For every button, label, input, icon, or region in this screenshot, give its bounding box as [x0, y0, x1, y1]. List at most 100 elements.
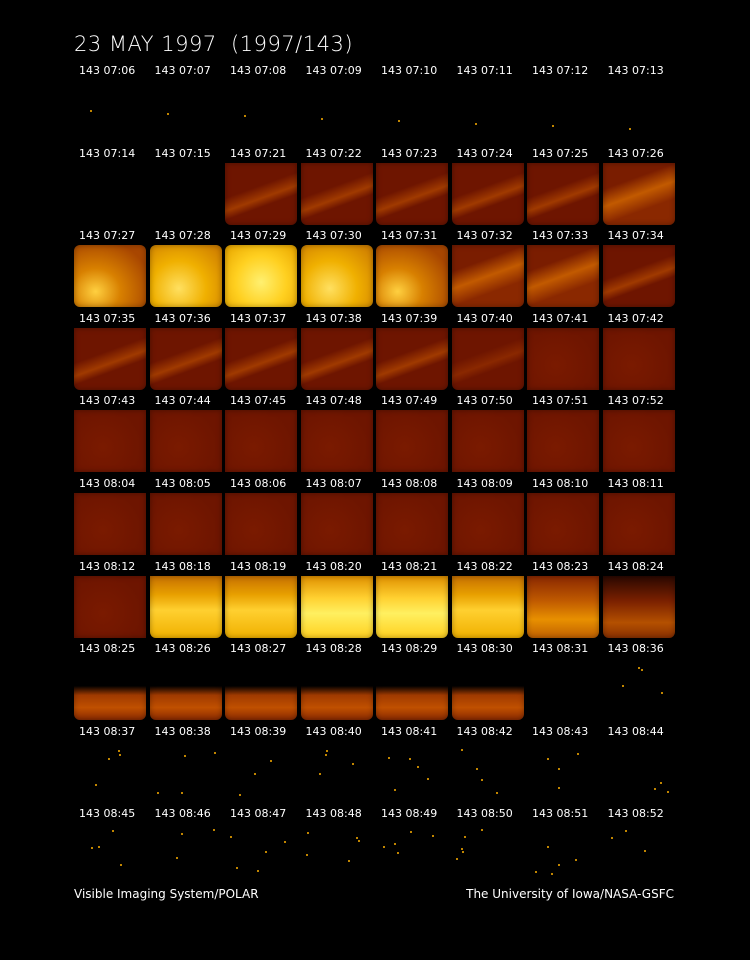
star-point [575, 859, 577, 862]
star-point [394, 788, 396, 791]
star-point [156, 791, 159, 794]
frame-cell: 143 08:49 [376, 805, 448, 887]
frame-cell: 143 07:34 [602, 227, 675, 309]
star-point [180, 791, 183, 794]
frame-timestamp: 143 08:45 [79, 807, 136, 821]
frame-timestamp: 143 07:43 [79, 394, 136, 408]
frame-cell: 143 07:06 [74, 62, 146, 144]
frame-image [527, 658, 599, 720]
star-point [257, 870, 259, 873]
star-point [394, 843, 396, 846]
frame-image [300, 575, 373, 638]
frame-image [225, 245, 297, 308]
frame-timestamp: 143 07:06 [79, 64, 136, 77]
frame-timestamp: 143 08:18 [154, 559, 211, 573]
frame-cell: 143 07:08 [225, 62, 297, 144]
frame-image [451, 493, 524, 555]
frame-image [602, 410, 675, 473]
frame-cell: 143 07:28 [149, 227, 222, 309]
frame-image [602, 327, 675, 390]
frame-cell: 143 08:52 [603, 805, 675, 887]
star-point [91, 847, 93, 850]
star-point [461, 851, 464, 854]
star-point [551, 873, 553, 876]
frame-cell: 143 08:31 [527, 640, 599, 722]
star-point [398, 120, 400, 122]
frame-image [451, 327, 524, 390]
frame-timestamp: 143 07:40 [456, 311, 513, 325]
frame-cell: 143 07:50 [451, 392, 524, 474]
frame-timestamp: 143 08:29 [381, 642, 438, 656]
frame-timestamp: 143 07:22 [305, 146, 362, 160]
frame-image [376, 658, 448, 721]
frame-cell: 143 07:41 [527, 310, 599, 392]
frame-cell: 143 07:12 [527, 62, 599, 144]
frame-image [602, 162, 675, 225]
frame-cell: 143 07:51 [527, 392, 599, 474]
star-point [244, 115, 246, 117]
frame-image [225, 327, 297, 390]
frame-cell: 143 08:39 [225, 723, 297, 805]
star-point [270, 759, 272, 762]
frame-image [74, 245, 146, 308]
frame-cell: 143 08:26 [149, 640, 222, 722]
star-point [643, 850, 646, 853]
star-point [621, 685, 624, 688]
frame-timestamp: 143 08:22 [456, 559, 513, 573]
frame-cell: 143 08:19 [225, 558, 297, 640]
frame-timestamp: 143 08:04 [79, 477, 136, 490]
frame-cell: 143 08:36 [603, 640, 675, 722]
frame-timestamp: 143 07:15 [154, 146, 211, 160]
frame-image [74, 410, 146, 473]
frame-cell: 143 07:24 [451, 145, 524, 227]
frame-cell: 143 08:23 [527, 558, 599, 640]
frame-image [451, 658, 524, 721]
frame-timestamp: 143 07:27 [79, 229, 136, 243]
star-point [558, 864, 560, 867]
frame-image [149, 245, 222, 308]
star-point [460, 748, 463, 751]
frame-timestamp: 143 07:32 [456, 229, 513, 243]
frame-cell: 143 08:29 [376, 640, 448, 722]
star-point [90, 110, 92, 112]
frame-image [225, 575, 297, 638]
frame-cell: 143 08:05 [149, 475, 222, 557]
frame-cell: 143 07:48 [300, 392, 373, 474]
frame-image [225, 162, 297, 225]
star-point [463, 836, 466, 839]
frame-image [376, 575, 448, 638]
frame-image [74, 327, 146, 390]
star-point [108, 757, 110, 760]
star-point [535, 871, 537, 874]
star-point [388, 756, 390, 759]
frame-cell: 143 07:31 [376, 227, 448, 309]
frame-cell: 143 07:10 [376, 62, 448, 144]
frame-timestamp: 143 08:12 [79, 559, 136, 573]
frame-image [451, 410, 524, 473]
star-point [180, 833, 183, 836]
star-point [325, 749, 328, 752]
frame-cell: 143 07:35 [74, 310, 146, 392]
frame-image [149, 410, 222, 473]
frame-cell: 143 08:43 [527, 723, 599, 805]
star-point [175, 857, 178, 860]
frame-timestamp: 143 07:09 [305, 64, 362, 77]
frame-cell: 143 07:49 [376, 392, 448, 474]
frame-cell: 143 07:45 [225, 392, 297, 474]
frame-timestamp: 143 07:07 [154, 64, 211, 77]
star-point [167, 112, 169, 115]
star-point [480, 829, 483, 832]
frame-timestamp: 143 08:40 [305, 724, 362, 738]
star-point [112, 830, 114, 833]
star-point [417, 765, 419, 768]
star-point [321, 117, 323, 120]
frame-cell: 143 08:18 [149, 558, 222, 640]
star-point [455, 858, 458, 861]
star-point [306, 832, 309, 835]
frame-image [300, 410, 373, 473]
frame-timestamp: 143 08:06 [230, 477, 287, 490]
frame-timestamp: 143 07:10 [381, 64, 438, 77]
star-point [558, 767, 560, 770]
frame-cell: 143 08:22 [451, 558, 524, 640]
frame-image [603, 658, 675, 720]
